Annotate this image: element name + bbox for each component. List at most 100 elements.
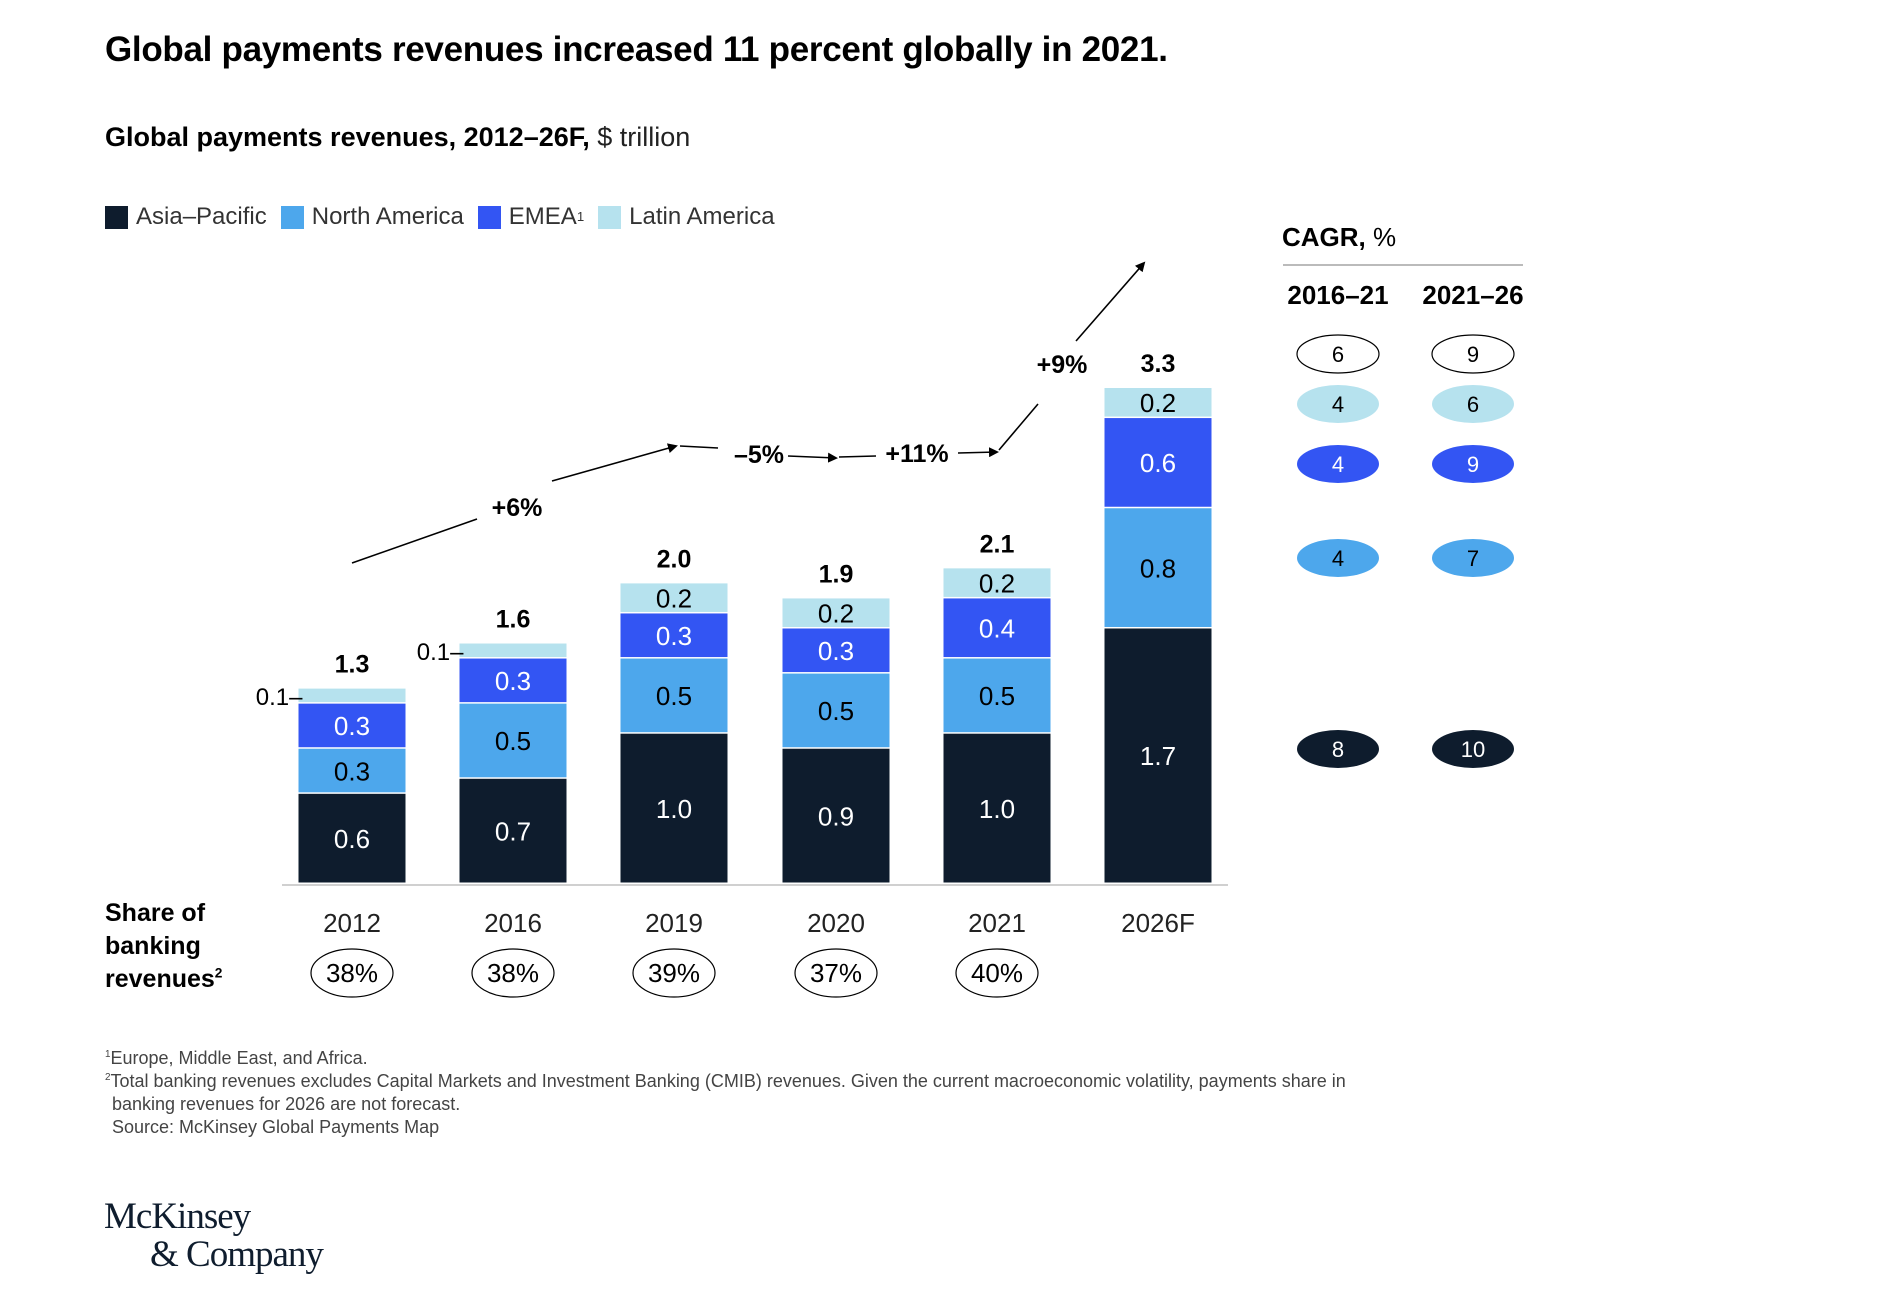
footnote-marker: 1 — [105, 1049, 111, 1060]
footnote-1: 1Europe, Middle East, and Africa. — [105, 1047, 1346, 1070]
cagr-heading: CAGR, % — [1282, 222, 1396, 253]
bar-segment-latin-america-2021 — [943, 568, 1051, 597]
footnote-text: banking revenues for 2026 are not foreca… — [112, 1094, 461, 1114]
segment-label: 0.6 — [334, 824, 370, 854]
bar-total-label: 1.9 — [819, 560, 854, 588]
bar-segment-asia-pacific-2020 — [782, 748, 890, 883]
bar-segment-north-america-2012 — [298, 748, 406, 793]
footnote-text: Europe, Middle East, and Africa. — [110, 1048, 368, 1068]
footnotes: 1Europe, Middle East, and Africa. 2Total… — [105, 1047, 1346, 1139]
share-badge — [794, 948, 878, 998]
cagr-value: 8 — [1332, 737, 1344, 762]
segment-label: 0.2 — [979, 568, 1015, 598]
bar-segment-north-america-2021 — [943, 658, 1051, 733]
x-tick-label: 2020 — [807, 908, 865, 938]
cagr-value: 10 — [1461, 737, 1485, 762]
legend-item-asia-pacific: Asia–Pacific — [105, 203, 267, 231]
segment-label: 0.2 — [656, 583, 692, 613]
share-value: 40% — [971, 958, 1023, 988]
bar-segment-north-america-2026F — [1104, 508, 1212, 627]
growth-label: +6% — [492, 494, 543, 522]
share-badge — [955, 948, 1039, 998]
bar-segment-asia-pacific-2026F — [1104, 628, 1212, 883]
segment-label: 0.3 — [334, 711, 370, 741]
segment-label: 1.0 — [656, 794, 692, 824]
x-tick-label: 2021 — [968, 908, 1026, 938]
x-tick-label: 2016 — [484, 908, 542, 938]
bar-total-label: 1.3 — [335, 651, 370, 679]
share-label-line-last: revenues2 — [105, 963, 222, 996]
cagr-heading-main: CAGR, — [1282, 222, 1366, 252]
footnote-2: 2Total banking revenues excludes Capital… — [105, 1070, 1346, 1093]
segment-label: 0.5 — [656, 681, 692, 711]
legend-swatch — [598, 205, 622, 229]
bar-segment-emea-2019 — [620, 613, 728, 658]
growth-line — [838, 455, 877, 458]
bar-segment-asia-pacific-2012 — [298, 793, 406, 883]
growth-line — [679, 445, 719, 449]
cagr-value: 4 — [1332, 546, 1344, 571]
cagr-value: 4 — [1332, 392, 1344, 417]
share-badge — [632, 948, 716, 998]
segment-label: 1.7 — [1140, 741, 1176, 771]
segment-label: 0.6 — [1140, 448, 1176, 478]
growth-line — [998, 403, 1039, 451]
share-value: 39% — [648, 958, 700, 988]
footnote-marker: 2 — [105, 1072, 111, 1083]
bar-segment-north-america-2019 — [620, 658, 728, 733]
cagr-heading-unit: % — [1365, 222, 1397, 252]
segment-label: 0.3 — [495, 666, 531, 696]
bar-segment-asia-pacific-2019 — [620, 733, 728, 883]
legend-swatch — [280, 205, 304, 229]
share-badge — [471, 948, 555, 998]
cagr-pill-north-america — [1432, 539, 1514, 577]
segment-label: 1.0 — [979, 794, 1015, 824]
cagr-value: 6 — [1467, 392, 1479, 417]
cagr-pill-total — [1431, 334, 1515, 374]
growth-arrow — [787, 452, 838, 463]
share-value: 37% — [810, 958, 862, 988]
segment-label-outside: 0.1– — [417, 639, 464, 666]
cagr-pill-emea — [1297, 445, 1379, 483]
chart-subtitle-unit: $ trillion — [589, 122, 691, 152]
growth-arrow — [551, 443, 678, 482]
cagr-column-header: 2021–26 — [1422, 280, 1523, 310]
cagr-pill-total — [1296, 334, 1380, 374]
cagr-value: 9 — [1467, 342, 1479, 367]
logo-line-2: & Company — [150, 1234, 324, 1275]
growth-arrow — [1075, 261, 1146, 342]
chart-subtitle: Global payments revenues, 2012–26F, $ tr… — [105, 122, 690, 153]
bar-segment-asia-pacific-2021 — [943, 733, 1051, 883]
bar-segment-latin-america-2020 — [782, 598, 890, 627]
x-tick-label: 2019 — [645, 908, 703, 938]
share-badge — [310, 948, 394, 998]
growth-line — [351, 518, 478, 564]
bar-segment-emea-2026F — [1104, 418, 1212, 507]
logo-line-1: McKinsey — [104, 1196, 251, 1237]
segment-label: 0.3 — [656, 621, 692, 651]
growth-label: +9% — [1037, 351, 1088, 379]
bar-segment-latin-america-2026F — [1104, 388, 1212, 417]
growth-arrow — [957, 447, 999, 458]
segment-label: 0.5 — [818, 696, 854, 726]
bar-segment-emea-2020 — [782, 628, 890, 673]
segment-label: 0.3 — [818, 636, 854, 666]
cagr-value: 4 — [1332, 452, 1344, 477]
cagr-value: 9 — [1467, 452, 1479, 477]
cagr-pill-emea — [1432, 445, 1514, 483]
segment-label: 0.3 — [334, 756, 370, 786]
legend-label: North America — [311, 203, 464, 230]
bar-total-label: 2.1 — [980, 530, 1015, 558]
segment-label: 0.2 — [1140, 388, 1176, 418]
bar-segment-latin-america-2012 — [298, 688, 406, 703]
growth-label: +11% — [885, 440, 948, 468]
legend-label: EMEA — [508, 203, 577, 230]
share-value: 38% — [487, 958, 539, 988]
cagr-value: 6 — [1332, 342, 1344, 367]
share-label-text: revenues — [105, 965, 215, 993]
share-value: 38% — [326, 958, 378, 988]
bar-total-label: 3.3 — [1141, 350, 1176, 378]
segment-label: 0.4 — [979, 613, 1015, 643]
mckinsey-logo: McKinsey & Company — [104, 1196, 324, 1275]
